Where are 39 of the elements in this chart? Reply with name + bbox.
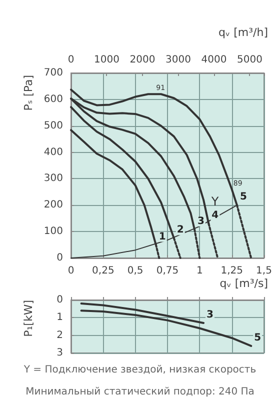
series-label: 5	[254, 332, 262, 344]
text: Минимальный статический подпор: 240 Па	[26, 386, 254, 398]
x-tick-label: 1,5	[256, 266, 272, 276]
x-axis-title: qᵥ [m³/s]	[220, 277, 268, 290]
y-tick-label: 200	[44, 200, 63, 211]
x2-tick-label: 4000	[201, 54, 227, 66]
x-tick-label: 1	[196, 266, 203, 276]
y-tick-label: 400	[44, 146, 63, 158]
series-label: 4	[212, 210, 219, 222]
y-tick-label: 0	[56, 294, 63, 306]
series-label: 3	[198, 216, 205, 227]
y-tick-label: 2	[56, 330, 63, 341]
series-label: 2	[176, 224, 184, 236]
y-tick-label: 100	[44, 226, 63, 238]
x-tick-label: 0,5	[127, 266, 144, 276]
y-tick-label: 300	[44, 173, 63, 184]
y-tick-label: 1	[56, 312, 63, 324]
y-tick-label: 700	[44, 68, 63, 78]
x-tick-label: 0,75	[156, 266, 179, 276]
x-tick-label: 0	[68, 266, 74, 276]
y-tick-label: 0	[56, 252, 63, 264]
x2-tick-label: 2000	[130, 54, 156, 66]
x2-tick-label: 0	[68, 54, 74, 66]
x2-tick-label: 3000	[165, 54, 191, 66]
y-axis-title: P₁[kW]	[22, 300, 35, 337]
x2-tick-label: 5000	[236, 54, 262, 66]
x2-tick-label: 1000	[94, 54, 120, 66]
y-axis-title: Pₛ [Pa]	[22, 74, 35, 111]
y-tick-label: 500	[44, 120, 63, 132]
annotation: Y	[210, 194, 220, 208]
x2-axis-title: qᵥ [m³/h]	[218, 26, 268, 39]
x-tick-label: 0,25	[92, 266, 114, 276]
series-label: 3	[206, 309, 214, 320]
series-label: 5	[240, 192, 247, 203]
x-tick-label: 1,25	[220, 266, 243, 276]
text: Y = Подключение звездой, низкая скорость	[22, 364, 256, 376]
series-label: 1	[158, 231, 166, 242]
y-tick-label: 3	[56, 348, 63, 358]
y-tick-label: 600	[44, 94, 63, 105]
